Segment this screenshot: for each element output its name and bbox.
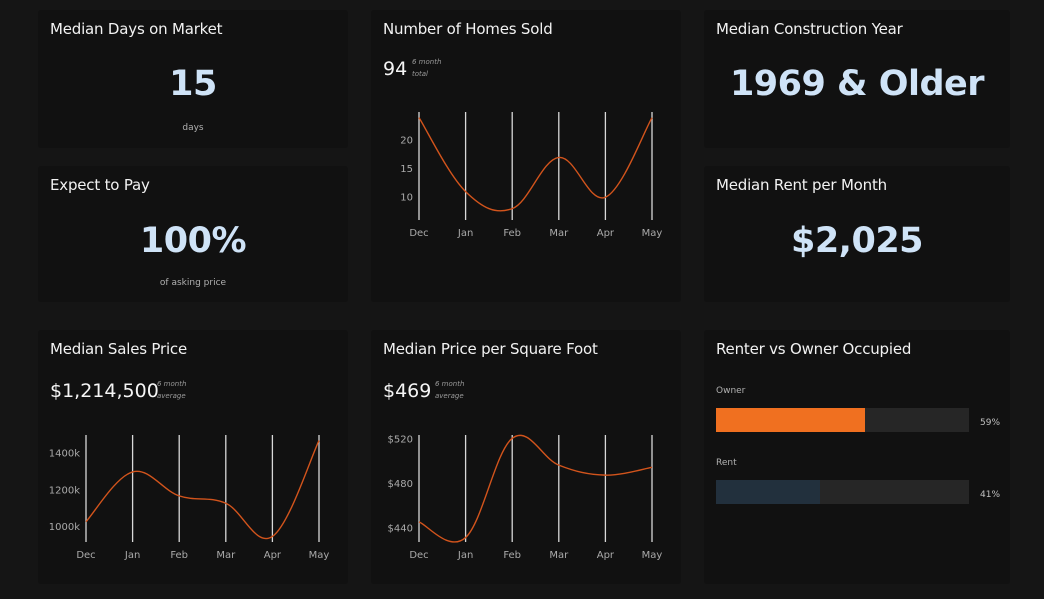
series-line — [418, 117, 653, 212]
note-line-1: 6 month — [157, 380, 187, 388]
note-line-2: total — [412, 70, 429, 78]
x-tick-label: Dec — [76, 550, 95, 561]
expect-to-pay-card: Expect to Pay 100% of asking price — [38, 166, 348, 302]
card-title: Renter vs Owner Occupied — [716, 340, 912, 358]
y-tick-label: $440 — [388, 524, 413, 535]
card-title: Median Sales Price — [50, 340, 188, 358]
rent-label: Rent — [716, 458, 737, 468]
price-sqft-value: $469 — [383, 380, 432, 402]
note-line-2: average — [157, 392, 186, 400]
x-tick-label: Dec — [409, 550, 428, 561]
median-rent-card: Median Rent per Month $2,025 — [704, 166, 1010, 302]
x-tick-label: Mar — [549, 550, 569, 561]
x-tick-label: May — [309, 550, 330, 561]
rent-bar — [716, 480, 820, 504]
price-sqft-note: 6 month average — [435, 378, 464, 402]
sales-price-card: Median Sales Price $1,214,500 6 month av… — [38, 330, 348, 584]
price-sqft-chart: $440 $480 $520 Dec Jan Feb Mar Apr May — [388, 434, 663, 561]
x-tick-label: Feb — [170, 550, 188, 561]
days-caption: days — [182, 123, 204, 133]
construction-year-value: 1969 & Older — [729, 64, 985, 104]
x-tick-label: Dec — [409, 228, 428, 239]
median-rent-value: $2,025 — [790, 221, 924, 261]
owner-bar — [716, 408, 866, 432]
x-tick-label: Feb — [503, 550, 521, 561]
note-line-1: 6 month — [435, 380, 465, 388]
expect-caption: of asking price — [159, 278, 227, 288]
price-sqft-card: Median Price per Square Foot $469 6 mont… — [371, 330, 681, 584]
x-tick-label: Apr — [264, 550, 282, 561]
y-tick-label: 1400k — [49, 448, 80, 459]
owner-bar-track — [716, 408, 969, 432]
y-tick-label: 20 — [400, 135, 413, 146]
owner-label: Owner — [716, 386, 746, 396]
y-tick-label: 15 — [400, 164, 413, 175]
sales-price-note: 6 month average — [157, 378, 186, 402]
x-tick-label: Apr — [597, 228, 615, 239]
expect-to-pay-value: 100% — [139, 221, 247, 261]
x-tick-label: May — [642, 228, 663, 239]
series-line — [418, 434, 653, 543]
card-title: Median Rent per Month — [716, 176, 887, 194]
x-tick-label: Feb — [503, 228, 521, 239]
y-tick-label: 1000k — [49, 522, 80, 533]
y-tick-label: $520 — [388, 434, 413, 445]
card-title: Expect to Pay — [50, 176, 150, 194]
y-tick-label: $480 — [388, 479, 413, 490]
x-tick-label: Apr — [597, 550, 615, 561]
days-on-market-value: 15 — [169, 64, 217, 104]
homes-sold-note: 6 month total — [412, 56, 441, 80]
card-title: Median Days on Market — [50, 20, 223, 38]
x-tick-label: Jan — [124, 550, 140, 561]
owner-percent: 59% — [980, 418, 1001, 428]
note-line-1: 6 month — [412, 58, 442, 66]
sales-price-chart: 1000k 1200k 1400k Dec Jan Feb Mar Apr May — [49, 435, 330, 561]
homes-sold-card: Number of Homes Sold 94 6 month total 10… — [371, 10, 681, 302]
rent-bar-track — [716, 480, 969, 504]
series-line — [85, 440, 320, 540]
card-title: Number of Homes Sold — [383, 20, 553, 38]
rent-percent: 41% — [980, 490, 1001, 500]
y-tick-label: 1200k — [49, 485, 80, 496]
homes-sold-chart: 10 15 20 Dec Jan Feb Mar Apr May — [400, 112, 663, 239]
occupancy-card: Renter vs Owner Occupied Owner 59% Rent … — [704, 330, 1010, 584]
sales-price-value: $1,214,500 — [50, 380, 159, 402]
x-tick-label: Jan — [457, 550, 473, 561]
x-tick-label: Mar — [216, 550, 236, 561]
y-tick-label: 10 — [400, 192, 413, 203]
card-title: Median Price per Square Foot — [383, 340, 598, 358]
x-tick-label: Mar — [549, 228, 569, 239]
days-on-market-card: Median Days on Market 15 days — [38, 10, 348, 148]
homes-sold-value: 94 — [383, 58, 408, 80]
note-line-2: average — [435, 392, 464, 400]
x-tick-label: May — [642, 550, 663, 561]
card-title: Median Construction Year — [716, 20, 903, 38]
construction-year-card: Median Construction Year 1969 & Older — [704, 10, 1010, 148]
x-tick-label: Jan — [457, 228, 473, 239]
